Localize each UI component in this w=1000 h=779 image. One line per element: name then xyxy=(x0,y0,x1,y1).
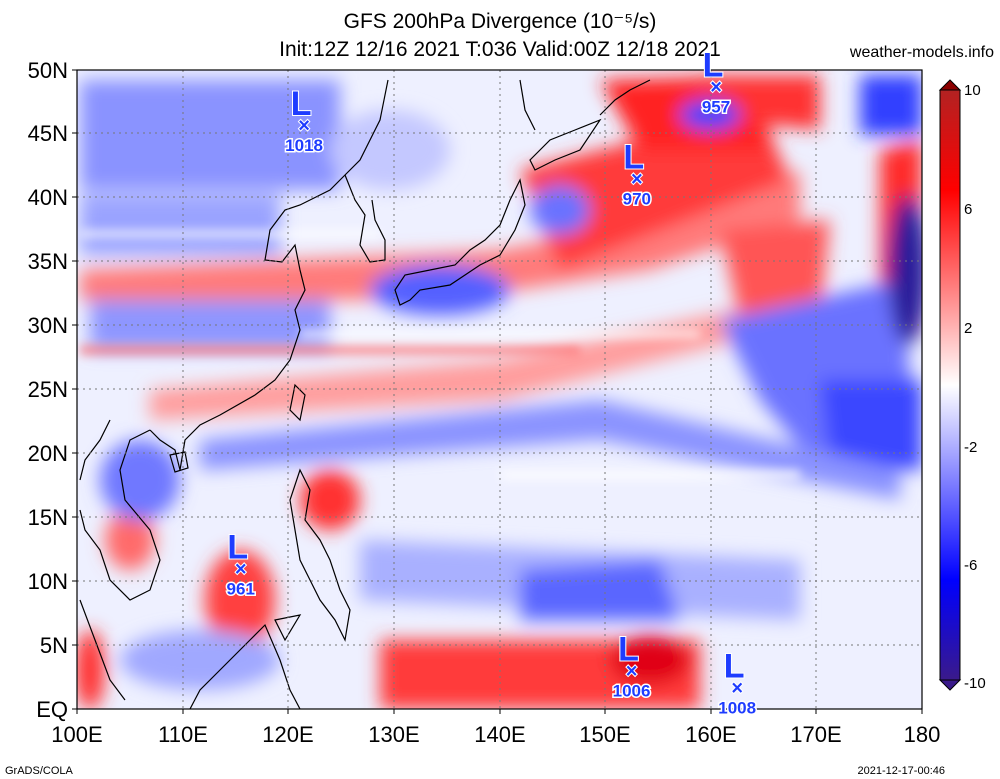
lat-label: 45N xyxy=(28,121,68,146)
lon-label: 110E xyxy=(158,722,208,747)
lon-label: 100E xyxy=(51,722,102,747)
lon-label: 150E xyxy=(579,722,630,747)
low-marker: L×970 xyxy=(621,138,652,211)
low-letter: L xyxy=(227,528,248,566)
colorbar-bottom-arrow xyxy=(938,679,962,691)
low-letter: L xyxy=(623,139,644,177)
lon-label: 180 xyxy=(904,722,941,747)
lat-label: 25N xyxy=(28,377,68,402)
low-letter: L xyxy=(724,647,745,685)
colorbar-label: 10 xyxy=(964,82,981,99)
lat-label: 30N xyxy=(28,313,68,338)
low-center-mark: × xyxy=(731,677,743,699)
low-marker: L×1006 xyxy=(611,630,652,703)
lat-label: 15N xyxy=(28,505,68,530)
divergence-field xyxy=(77,70,922,709)
low-center-mark: × xyxy=(235,558,247,580)
lat-label: 20N xyxy=(28,441,68,466)
low-marker: L×1018 xyxy=(284,84,325,156)
footer-timestamp: 2021-12-17-00:46 xyxy=(857,765,945,777)
lon-label: 160E xyxy=(685,722,736,747)
latitude-labels: 50N 45N 40N 35N 30N 25N 20N 15N 10N 5N E… xyxy=(28,58,68,722)
low-pressure-value: 970 xyxy=(623,190,651,209)
lon-label: 170E xyxy=(790,722,841,747)
footer-software: GrADS/COLA xyxy=(5,765,73,777)
colorbar: 10 6 2 -2 -6 -10 xyxy=(938,79,986,692)
low-marker: L×961 xyxy=(225,527,256,600)
low-pressure-value: 1008 xyxy=(718,698,756,717)
low-marker: L×957 xyxy=(700,46,731,119)
low-letter: L xyxy=(703,47,724,85)
site-credit: weather-models.info xyxy=(849,44,994,61)
lat-label: 50N xyxy=(28,58,68,83)
low-letter: L xyxy=(291,85,312,123)
low-pressure-value: 1018 xyxy=(285,136,323,155)
colorbar-label: -6 xyxy=(964,557,977,574)
longitude-labels: 100E 110E 120E 130E 140E 150E 160E 170E … xyxy=(51,722,940,747)
lon-label: 140E xyxy=(474,722,525,747)
lat-label: 5N xyxy=(40,633,68,658)
lat-label: 35N xyxy=(28,249,68,274)
low-pressure-value: 961 xyxy=(227,579,255,598)
low-pressure-value: 1006 xyxy=(613,682,651,701)
low-center-mark: × xyxy=(626,661,638,683)
lon-label: 120E xyxy=(262,722,313,747)
lat-label: 10N xyxy=(28,569,68,594)
lat-label: 40N xyxy=(28,185,68,210)
lat-label: EQ xyxy=(36,697,68,722)
map-subtitle: Init:12Z 12/16 2021 T:036 Valid:00Z 12/1… xyxy=(279,38,721,61)
colorbar-label: 6 xyxy=(964,201,972,218)
low-center-mark: × xyxy=(631,169,643,191)
grid-lines xyxy=(77,70,922,709)
colorbar-label: -10 xyxy=(964,675,986,692)
colorbar-top-arrow xyxy=(938,79,962,91)
low-center-mark: × xyxy=(298,115,310,137)
low-pressure-value: 957 xyxy=(702,98,730,117)
low-center-mark: × xyxy=(710,77,722,99)
coastlines xyxy=(79,79,651,709)
colorbar-label: -2 xyxy=(964,439,977,456)
map-title: GFS 200hPa Divergence (10⁻⁵/s) xyxy=(343,10,657,33)
lon-label: 130E xyxy=(368,722,419,747)
low-marker: L×1008 xyxy=(717,646,758,719)
colorbar-label: 2 xyxy=(964,320,972,337)
colorbar-scale xyxy=(939,89,961,681)
axis-ticks xyxy=(72,69,923,714)
low-letter: L xyxy=(618,631,639,669)
